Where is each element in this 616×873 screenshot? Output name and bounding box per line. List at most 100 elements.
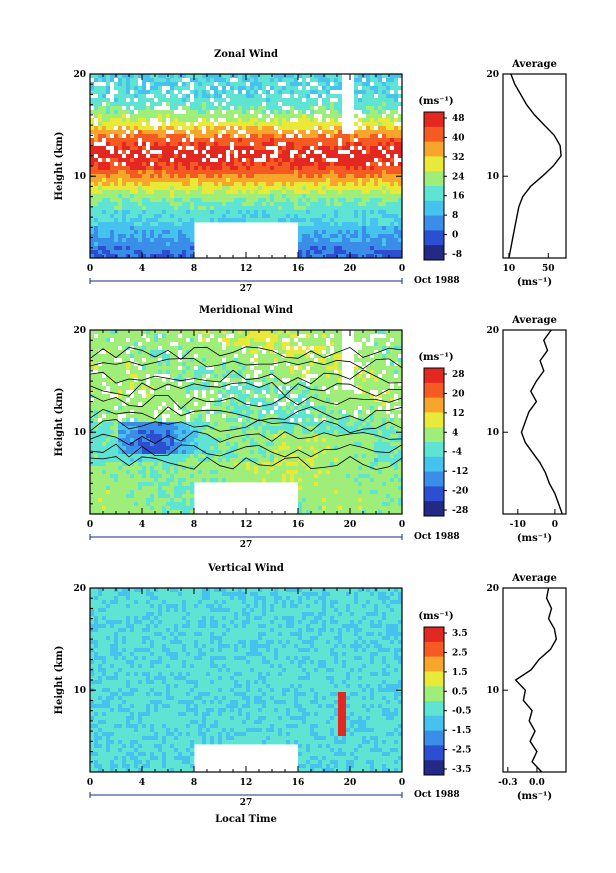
heatmap-cell: [170, 134, 175, 139]
heatmap-cell: [282, 162, 287, 167]
heatmap-cell: [118, 114, 123, 119]
heatmap-cell: [198, 426, 203, 431]
heatmap-cell: [222, 154, 227, 159]
heatmap-cell: [146, 466, 151, 471]
heatmap-cell: [298, 110, 303, 115]
heatmap-cell: [102, 162, 107, 167]
heatmap-cell: [150, 338, 155, 343]
heatmap-cell: [102, 114, 107, 119]
heatmap-cell: [190, 350, 195, 355]
heatmap-cell: [130, 78, 135, 83]
heatmap-cell: [246, 138, 251, 143]
heatmap-cell: [390, 90, 395, 95]
heatmap-cell: [126, 506, 131, 511]
heatmap-cell: [310, 186, 315, 191]
heatmap-cell: [386, 230, 391, 235]
heatmap-cell: [154, 358, 159, 363]
heatmap-cell: [150, 146, 155, 151]
heatmap-cell: [210, 446, 215, 451]
heatmap-cell: [394, 206, 399, 211]
heatmap-cell: [230, 190, 235, 195]
heatmap-cell: [390, 106, 395, 111]
heatmap-cell: [218, 446, 223, 451]
heatmap-cell: [338, 190, 343, 195]
heatmap-cell: [118, 478, 123, 483]
heatmap-cell: [358, 98, 363, 103]
heatmap-cell: [118, 458, 123, 463]
heatmap-cell: [94, 146, 99, 151]
heatmap-cell: [282, 126, 287, 131]
heatmap-cell: [242, 134, 247, 139]
heatmap-cell: [250, 146, 255, 151]
heatmap-cell: [298, 102, 303, 107]
heatmap-cell: [346, 102, 351, 107]
heatmap-cell: [114, 186, 119, 191]
heatmap-cell: [210, 382, 215, 387]
heatmap-cell: [162, 126, 167, 131]
heatmap-cell: [162, 214, 167, 219]
heatmap-cell: [370, 182, 375, 187]
heatmap-cell: [394, 154, 399, 159]
heatmap-cell: [154, 178, 159, 183]
heatmap-cell: [358, 122, 363, 127]
heatmap-cell: [394, 142, 399, 147]
heatmap-cell: [138, 74, 143, 79]
heatmap-cell: [330, 230, 335, 235]
heatmap-cell: [346, 182, 351, 187]
heatmap-cell: [350, 226, 355, 231]
heatmap-cell: [298, 202, 303, 207]
heatmap-cell: [166, 82, 171, 87]
heatmap-cell: [294, 110, 299, 115]
heatmap-cell: [102, 346, 107, 351]
heatmap-cell: [258, 102, 263, 107]
heatmap-cell: [170, 242, 175, 247]
heatmap-cell: [362, 134, 367, 139]
heatmap-cell: [346, 198, 351, 203]
heatmap-cell: [206, 130, 211, 135]
heatmap-cell: [114, 90, 119, 95]
heatmap-cell: [362, 178, 367, 183]
heatmap-cell: [134, 174, 139, 179]
heatmap-cell: [166, 446, 171, 451]
heatmap-cell: [338, 158, 343, 163]
heatmap-cell: [166, 86, 171, 91]
heatmap-cell: [186, 150, 191, 155]
heatmap-cell: [394, 78, 399, 83]
heatmap-cell: [142, 190, 147, 195]
heatmap-cell: [122, 510, 127, 515]
heatmap-cell: [270, 94, 275, 99]
heatmap-cell: [274, 150, 279, 155]
heatmap-cell: [274, 86, 279, 91]
heatmap-cell: [390, 122, 395, 127]
heatmap-cell: [366, 158, 371, 163]
heatmap-cell: [394, 166, 399, 171]
heatmap-cell: [278, 198, 283, 203]
heatmap-cell: [242, 218, 247, 223]
heatmap-cell: [218, 174, 223, 179]
heatmap-cell: [378, 78, 383, 83]
heatmap-cell: [310, 162, 315, 167]
heatmap-cell: [134, 166, 139, 171]
heatmap-cell: [302, 242, 307, 247]
heatmap-cell: [150, 126, 155, 131]
heatmap-cell: [322, 82, 327, 87]
heatmap-cell: [134, 114, 139, 119]
heatmap-cell: [386, 186, 391, 191]
heatmap-cell: [130, 498, 135, 503]
heatmap-cell: [146, 402, 151, 407]
heatmap-cell: [386, 226, 391, 231]
heatmap-cell: [222, 210, 227, 215]
heatmap-cell: [386, 150, 391, 155]
heatmap-cell: [390, 166, 395, 171]
heatmap-cell: [314, 170, 319, 175]
heatmap-cell: [370, 246, 375, 251]
heatmap-cell: [298, 234, 303, 239]
heatmap-cell: [310, 202, 315, 207]
heatmap-cell: [94, 74, 99, 79]
heatmap-cell: [214, 410, 219, 415]
heatmap-cell: [190, 126, 195, 131]
heatmap-cell: [90, 354, 95, 359]
heatmap-cell: [102, 454, 107, 459]
heatmap-cell: [294, 202, 299, 207]
heatmap-cell: [182, 366, 187, 371]
